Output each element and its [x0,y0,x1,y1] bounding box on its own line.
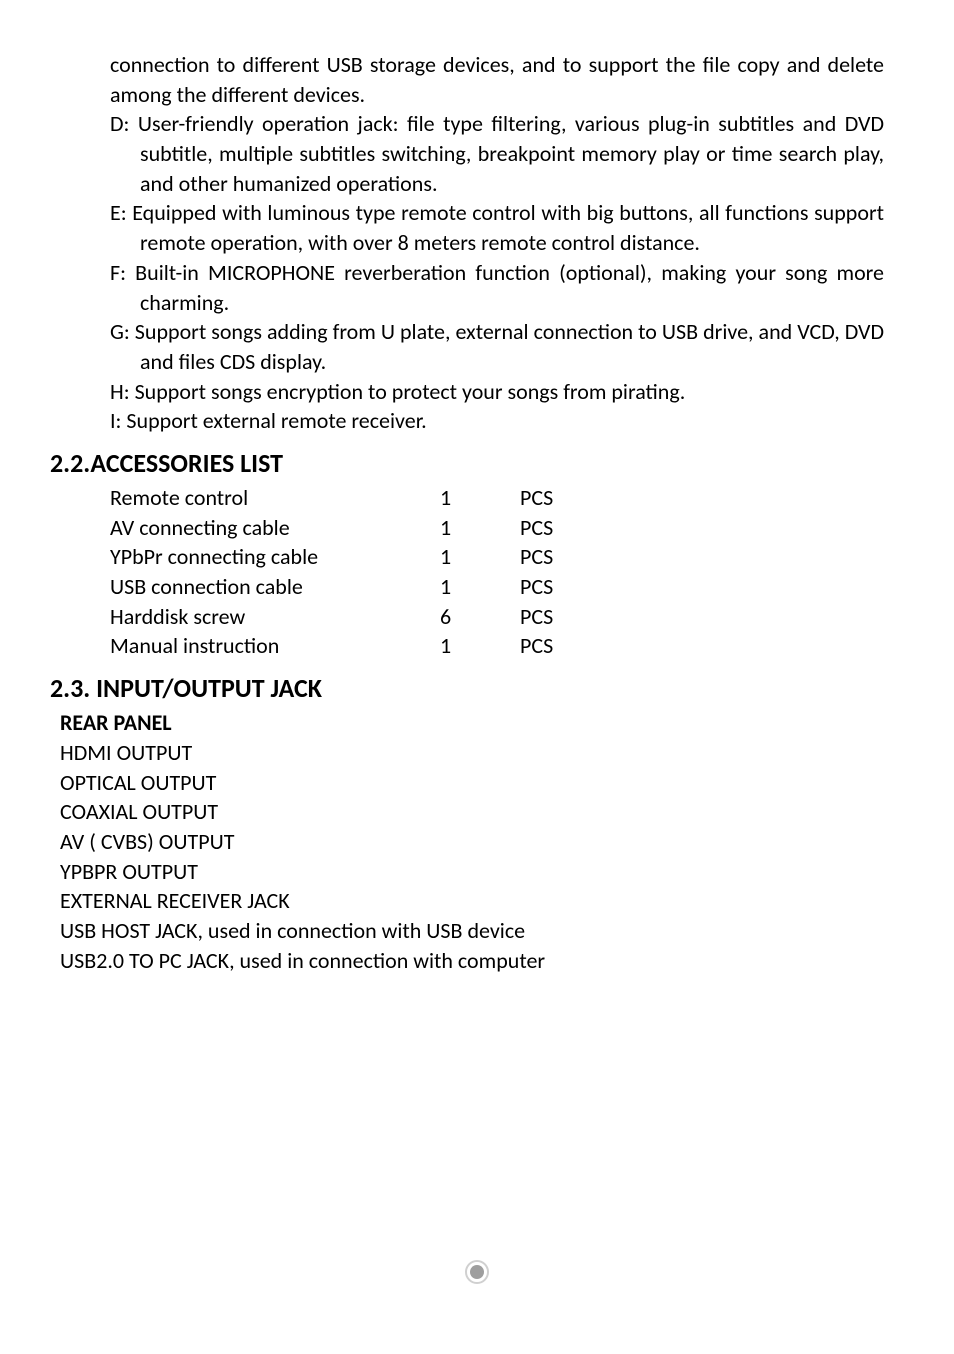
rear-panel-line: USB2.0 TO PC JACK, used in connection wi… [60,946,884,976]
accessory-qty: 1 [440,483,520,513]
accessory-item: Harddisk screw [110,602,440,632]
rear-panel-line: EXTERNAL RECEIVER JACK [60,886,884,916]
accessory-item: YPbPr connecting cable [110,542,440,572]
rear-panel-line: YPBPR OUTPUT [60,857,884,887]
rear-panel-line: OPTICAL OUTPUT [60,768,884,798]
list-item-g: G: Support songs adding from U plate, ex… [80,317,884,376]
intro-paragraph: connection to different USB storage devi… [110,50,884,109]
accessory-item: Manual instruction [110,631,440,661]
accessory-item: AV connecting cable [110,513,440,543]
accessory-qty: 1 [440,513,520,543]
page-indicator-icon [465,1260,489,1284]
accessory-unit: PCS [520,602,590,632]
section-2-3-heading: 2.3. INPUT/OUTPUT JACK [50,671,884,706]
table-row: AV connecting cable 1 PCS [110,513,590,543]
document-body: connection to different USB storage devi… [50,50,884,975]
accessory-unit: PCS [520,542,590,572]
list-item-i: I: Support external remote receiver. [80,406,884,436]
rear-panel-list: HDMI OUTPUT OPTICAL OUTPUT COAXIAL OUTPU… [60,738,884,976]
accessory-unit: PCS [520,513,590,543]
accessory-qty: 1 [440,542,520,572]
accessory-item: USB connection cable [110,572,440,602]
list-item-e: E: Equipped with luminous type remote co… [80,198,884,257]
accessory-item: Remote control [110,483,440,513]
rear-panel-line: HDMI OUTPUT [60,738,884,768]
table-row: YPbPr connecting cable 1 PCS [110,542,590,572]
list-item-d: D: User-friendly operation jack: file ty… [80,109,884,198]
section-2-2-heading: 2.2.ACCESSORIES LIST [50,446,884,481]
table-row: Remote control 1 PCS [110,483,590,513]
accessory-unit: PCS [520,631,590,661]
accessory-unit: PCS [520,483,590,513]
accessory-qty: 6 [440,602,520,632]
table-row: USB connection cable 1 PCS [110,572,590,602]
rear-panel-subheading: REAR PANEL [60,708,884,738]
list-item-f: F: Built-in MICROPHONE reverberation fun… [80,258,884,317]
rear-panel-line: AV ( CVBS) OUTPUT [60,827,884,857]
accessory-unit: PCS [520,572,590,602]
rear-panel-line: COAXIAL OUTPUT [60,797,884,827]
table-row: Harddisk screw 6 PCS [110,602,590,632]
rear-panel-line: USB HOST JACK, used in connection with U… [60,916,884,946]
list-item-h: H: Support songs encryption to protect y… [80,377,884,407]
table-row: Manual instruction 1 PCS [110,631,590,661]
accessory-qty: 1 [440,572,520,602]
accessories-table: Remote control 1 PCS AV connecting cable… [110,483,590,661]
accessory-qty: 1 [440,631,520,661]
